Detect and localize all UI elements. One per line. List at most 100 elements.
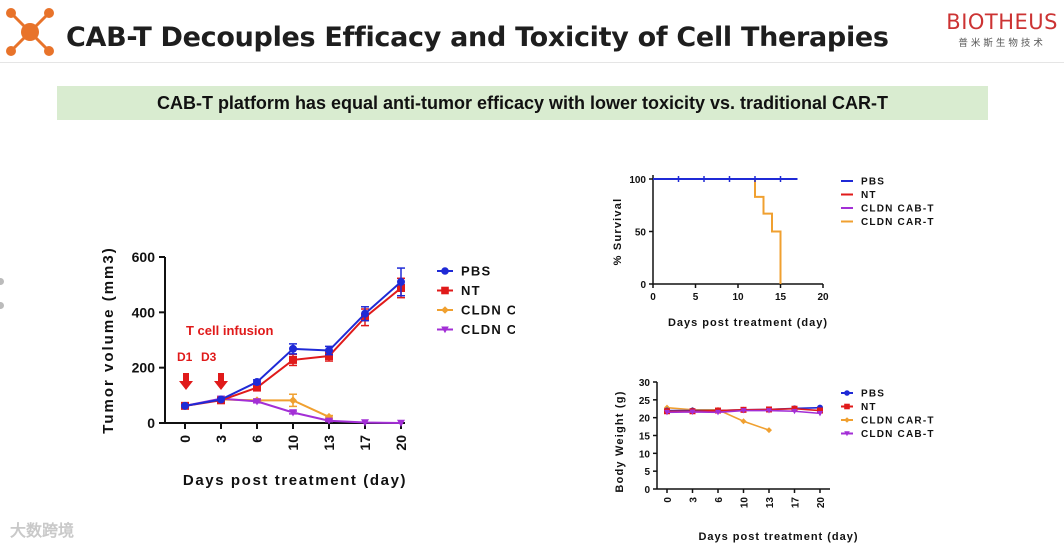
y-tick-label: 600 xyxy=(132,249,156,265)
y-tick-label: 50 xyxy=(635,228,647,239)
data-point xyxy=(289,396,297,405)
legend-marker xyxy=(844,431,850,437)
legend-label: NT xyxy=(461,283,481,298)
watermark-text: 大数跨境 xyxy=(10,523,75,540)
data-point xyxy=(217,395,225,404)
legend-label: CLDN CAB-T xyxy=(861,204,935,215)
x-tick-label: 20 xyxy=(393,435,409,451)
legend-marker xyxy=(441,267,449,275)
y-tick-label: 15 xyxy=(639,432,651,443)
data-point xyxy=(766,408,772,414)
survival-curve xyxy=(653,178,782,284)
brand-logo: BIOTHEUS 普米斯生物技术 xyxy=(946,10,1058,49)
legend-marker xyxy=(844,403,850,410)
data-point xyxy=(766,427,772,434)
y-tick-label: 0 xyxy=(147,415,155,431)
legend-label: NT xyxy=(861,190,877,201)
y-tick-label: 0 xyxy=(640,280,646,291)
legend-label: PBS xyxy=(861,177,885,188)
legend-marker xyxy=(441,286,449,295)
side-dot xyxy=(0,278,4,285)
legend-label: CLDN CAR-T xyxy=(861,416,935,427)
x-tick-label: 13 xyxy=(321,435,337,451)
data-point xyxy=(361,419,369,427)
y-axis-label: % Survival xyxy=(612,198,624,266)
x-axis-label: Days post treatment (day) xyxy=(183,472,407,489)
x-tick-label: 17 xyxy=(791,497,802,509)
y-tick-label: 100 xyxy=(629,175,646,186)
legend-label: CLDN CAR-T xyxy=(461,303,515,318)
infusion-arrow xyxy=(214,373,228,390)
annotation-d3: D3 xyxy=(201,350,217,364)
data-point xyxy=(253,398,261,406)
legend-label: PBS xyxy=(861,389,885,400)
legend-label: CLDN CAR-T xyxy=(861,217,935,228)
legend-marker xyxy=(844,390,850,396)
x-tick-label: 13 xyxy=(765,497,776,509)
x-tick-label: 10 xyxy=(740,497,751,509)
x-tick-label: 20 xyxy=(817,292,829,303)
x-tick-label: 3 xyxy=(213,435,229,443)
y-tick-label: 0 xyxy=(644,485,650,496)
y-tick-label: 200 xyxy=(132,360,156,376)
data-point xyxy=(791,408,798,415)
data-point xyxy=(397,277,405,286)
y-axis-label: Body Weight (g) xyxy=(614,390,626,492)
x-tick-label: 5 xyxy=(693,292,699,303)
legend-label: CLDN CAB-T xyxy=(461,322,515,337)
key-message-banner: CAB-T platform has equal anti-tumor effi… xyxy=(57,86,988,120)
side-dot xyxy=(0,302,4,309)
data-point xyxy=(715,409,721,416)
page-title: CAB-T Decouples Efficacy and Toxicity of… xyxy=(66,22,889,53)
legend-marker xyxy=(844,417,850,423)
x-tick-label: 3 xyxy=(689,497,700,503)
data-point xyxy=(397,419,405,427)
annotation-d1: D1 xyxy=(177,350,193,364)
x-axis-label: Days post treatment (day) xyxy=(668,317,828,329)
legend-label: CLDN CAB-T xyxy=(861,429,935,440)
x-tick-label: 6 xyxy=(714,497,725,503)
x-tick-label: 0 xyxy=(650,292,656,303)
body-weight-chart: 0 5 10 15 20 25 30 0 3 6 10 13 17 20 Body Weight (g) Da… xyxy=(614,378,935,543)
x-tick-label: 17 xyxy=(357,435,373,451)
x-tick-label: 6 xyxy=(249,435,265,443)
data-point xyxy=(289,409,297,417)
data-point xyxy=(325,417,333,425)
data-point xyxy=(325,352,333,361)
data-point xyxy=(253,383,261,392)
data-point xyxy=(791,405,798,412)
header-divider xyxy=(0,62,1064,63)
x-tick-label: 0 xyxy=(177,435,193,443)
infusion-arrow xyxy=(179,373,193,390)
brand-name: BIOTHEUS xyxy=(946,10,1058,34)
legend-marker xyxy=(441,326,449,334)
x-tick-label: 15 xyxy=(775,292,787,303)
molecule-network-icon xyxy=(6,8,54,56)
legend-label: PBS xyxy=(461,264,491,279)
data-point xyxy=(325,346,333,355)
x-tick-label: 0 xyxy=(663,497,674,503)
data-point xyxy=(289,344,297,353)
survival-chart: 0 50 100 0 5 10 15 20 % Survival Days post treatm… xyxy=(612,175,935,329)
annotation-infusion: T cell infusion xyxy=(186,323,273,338)
x-tick-label: 10 xyxy=(732,292,744,303)
data-point xyxy=(740,418,747,425)
y-tick-label: 30 xyxy=(639,378,651,389)
data-point xyxy=(289,355,297,364)
legend-label: NT xyxy=(861,402,877,413)
y-tick-label: 5 xyxy=(644,467,650,478)
x-tick-label: 10 xyxy=(285,435,301,451)
y-tick-label: 20 xyxy=(639,414,651,425)
x-axis-label: Days post treatment (day) xyxy=(698,531,858,543)
data-point xyxy=(253,378,261,387)
y-axis-label: Tumor volume (mm3) xyxy=(100,246,117,433)
data-point xyxy=(817,407,823,414)
y-tick-label: 400 xyxy=(132,304,156,320)
y-tick-label: 10 xyxy=(639,449,651,460)
data-point xyxy=(689,409,696,415)
data-point xyxy=(361,309,369,318)
data-point xyxy=(181,401,189,410)
y-tick-label: 25 xyxy=(639,396,651,407)
data-point xyxy=(740,408,747,414)
data-point xyxy=(817,410,823,417)
